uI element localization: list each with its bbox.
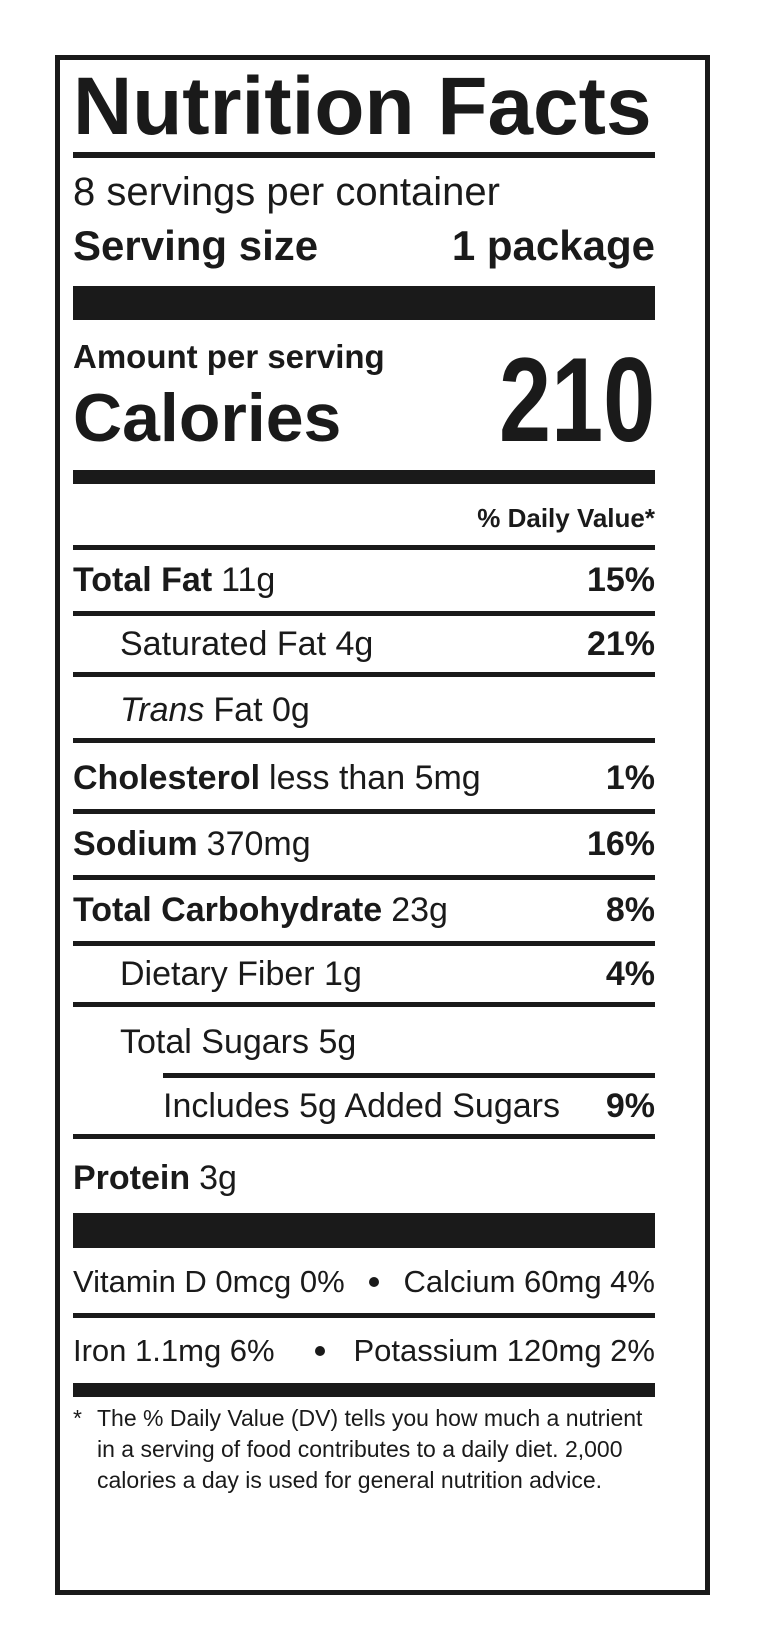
nutrient-row: Cholesterol less than 5mg 1% xyxy=(73,748,655,814)
medium-bar xyxy=(73,1383,655,1397)
nutrient-amount: 370mg xyxy=(206,825,311,863)
nutrient-row: Total Sugars 5g xyxy=(73,1012,655,1078)
title: Nutrition Facts xyxy=(73,61,652,152)
nutrient-name: Cholesterol xyxy=(73,759,261,797)
nutrient-row: Sodium 370mg 16% xyxy=(73,814,655,880)
nutrient-dv: 15% xyxy=(586,561,655,599)
nutrient-name: Saturated Fat 4g xyxy=(120,624,374,663)
calories-label: Calories xyxy=(73,380,342,456)
calories-value: 210 xyxy=(498,333,655,467)
footnote: * The % Daily Value (DV) tells you how m… xyxy=(73,1403,655,1496)
nutrient-name: Trans xyxy=(120,690,205,729)
nutrient-name: Dietary Fiber 1g xyxy=(120,954,362,993)
nutrient-row: Total Carbohydrate 23g 8% xyxy=(73,880,655,946)
nutrient-amount: Fat 0g xyxy=(213,690,310,729)
micronutrient: Vitamin D 0mcg 0% xyxy=(73,1263,345,1299)
micronutrient: Iron 1.1mg 6% xyxy=(73,1332,275,1368)
nutrient-dv: 8% xyxy=(605,891,655,929)
nutrient-row: Protein 3g xyxy=(73,1148,655,1209)
serving-size-label: Serving size xyxy=(73,222,319,269)
nutrient-dv: 4% xyxy=(605,954,655,993)
nutrient-name: Total Fat xyxy=(73,561,213,599)
servings: 8 servings per container xyxy=(73,170,500,214)
nutrient-amount: 23g xyxy=(391,891,448,929)
nutrient-row: Total Fat 11g 15% xyxy=(73,550,655,616)
nutrient-dv: 1% xyxy=(605,759,655,797)
rule xyxy=(73,152,655,158)
micronutrient: Calcium 60mg 4% xyxy=(403,1263,655,1299)
medium-bar xyxy=(73,470,655,484)
nutrient-dv: 16% xyxy=(586,825,655,863)
nutrient-name: Includes 5g Added Sugars xyxy=(163,1086,560,1125)
label-frame xyxy=(55,55,710,1595)
nutrient-dv: 21% xyxy=(586,624,655,663)
amount-per-serving: Amount per serving xyxy=(73,338,385,375)
nutrient-amount: 11g xyxy=(221,561,276,599)
footnote-text: The % Daily Value (DV) tells you how muc… xyxy=(97,1405,643,1493)
separator-dot xyxy=(369,1276,380,1287)
rule xyxy=(73,545,655,550)
nutrient-name: Protein xyxy=(73,1159,191,1197)
nutrient-row: Saturated Fat 4g 21% xyxy=(73,616,655,677)
nutrient-amount: 3g xyxy=(199,1159,237,1197)
micronutrient-row: Iron 1.1mg 6% Potassium 120mg 2% xyxy=(73,1318,655,1383)
nutrient-amount: less than 5mg xyxy=(269,759,481,797)
thick-bar xyxy=(73,286,655,320)
micronutrient: Potassium 120mg 2% xyxy=(353,1332,655,1368)
nutrient-name: Total Carbohydrate xyxy=(73,891,383,929)
nutrient-row: Includes 5g Added Sugars 9% xyxy=(73,1078,655,1139)
nutrient-name: Total Sugars 5g xyxy=(120,1023,357,1061)
thick-bar xyxy=(73,1213,655,1248)
nutrient-row: Dietary Fiber 1g 4% xyxy=(73,946,655,1007)
separator-dot xyxy=(314,1345,325,1356)
nutrient-name: Sodium xyxy=(73,825,198,863)
serving-size-value: 1 package xyxy=(451,222,655,269)
daily-value-header: % Daily Value* xyxy=(477,503,655,533)
nutrient-dv: 9% xyxy=(605,1086,655,1125)
footnote-marker: * xyxy=(73,1405,82,1431)
nutrient-row: Trans Fat 0g xyxy=(73,682,655,743)
micronutrient-row: Vitamin D 0mcg 0% Calcium 60mg 4% xyxy=(73,1250,655,1318)
serving-size: Serving size 1 package xyxy=(73,220,655,272)
